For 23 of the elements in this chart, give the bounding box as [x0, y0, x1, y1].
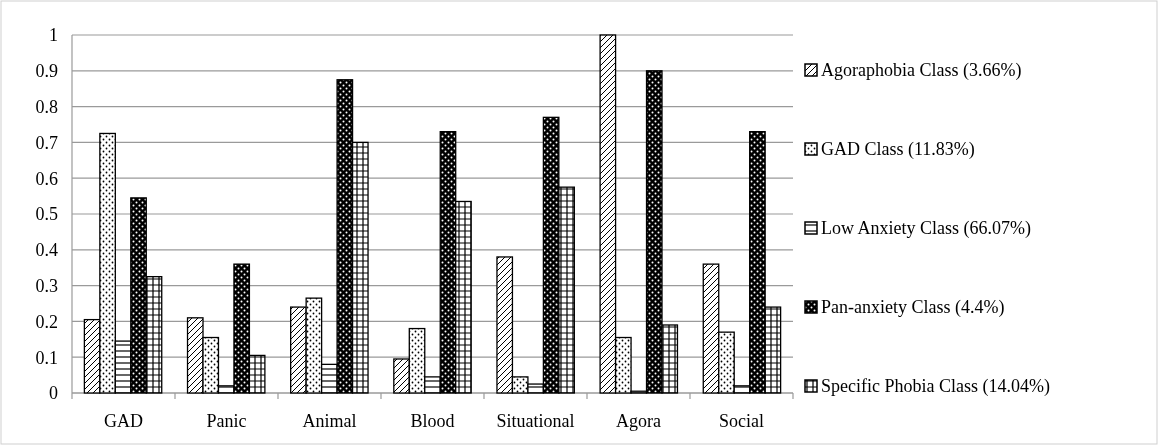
- y-tick-label: 1: [49, 25, 58, 46]
- y-tick-label: 0.1: [35, 347, 58, 368]
- y-tick-label: 0.7: [35, 132, 58, 153]
- legend-label: Low Anxiety Class (66.07%): [821, 218, 1031, 240]
- x-tick-label: GAD: [104, 411, 143, 431]
- x-tick-label: Agora: [616, 411, 661, 431]
- legend-label: GAD Class (11.83%): [821, 139, 975, 161]
- y-tick-label: 0.4: [35, 240, 58, 261]
- legend-label: Agoraphobia Class (3.66%): [821, 60, 1022, 82]
- legend-label: Specific Phobia Class (14.04%): [821, 376, 1050, 398]
- y-tick-label: 0: [49, 383, 58, 404]
- y-tick-label: 0.2: [35, 311, 58, 332]
- x-tick-label: Animal: [302, 411, 357, 431]
- y-tick-label: 0.9: [35, 61, 58, 82]
- x-tick-label: Panic: [206, 411, 247, 431]
- y-tick-label: 0.6: [35, 168, 58, 189]
- x-tick-label: Situational: [496, 411, 575, 431]
- x-tick-label: Blood: [410, 411, 455, 431]
- y-tick-label: 0.5: [35, 204, 58, 225]
- y-tick-label: 0.8: [35, 96, 58, 117]
- legend-label: Pan-anxiety Class (4.4%): [821, 297, 1005, 319]
- x-tick-label: Social: [719, 411, 764, 431]
- y-tick-label: 0.3: [35, 275, 58, 296]
